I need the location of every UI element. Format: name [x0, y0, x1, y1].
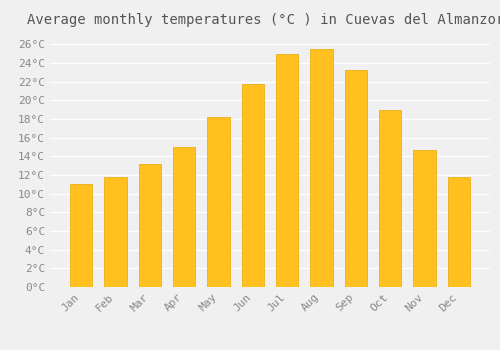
Bar: [379, 110, 402, 287]
Bar: [208, 117, 230, 287]
Bar: [344, 70, 367, 287]
Bar: [310, 49, 332, 287]
Bar: [448, 177, 470, 287]
Bar: [138, 164, 161, 287]
Bar: [104, 177, 126, 287]
Bar: [242, 84, 264, 287]
Title: Average monthly temperatures (°C ) in Cuevas del Almanzora: Average monthly temperatures (°C ) in Cu…: [27, 13, 500, 27]
Bar: [276, 54, 298, 287]
Bar: [173, 147, 196, 287]
Bar: [70, 184, 92, 287]
Bar: [414, 150, 436, 287]
